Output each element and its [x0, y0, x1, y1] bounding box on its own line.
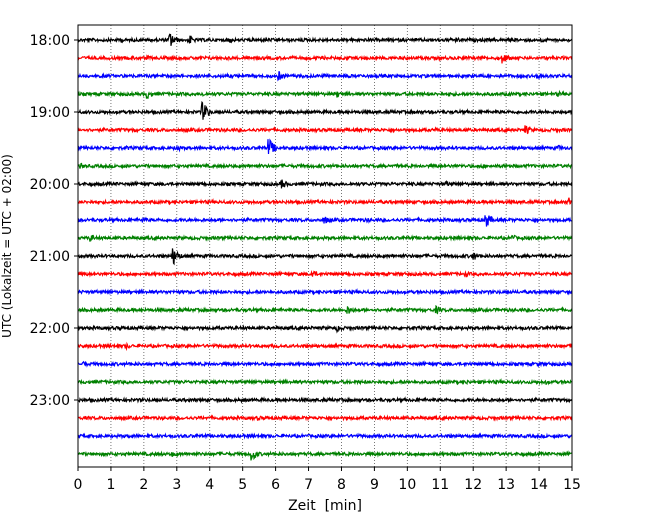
trace-1800	[77, 33, 573, 46]
trace-2345	[77, 450, 573, 461]
x-tick-label: 0	[74, 477, 83, 493]
x-tick-label: 10	[398, 477, 416, 493]
y-tick-label: 21:00	[30, 249, 70, 265]
trace-2330	[77, 432, 573, 440]
trace-2100	[77, 248, 573, 266]
x-tick-label: 4	[205, 477, 214, 493]
trace-1900	[77, 100, 573, 120]
trace-2030	[77, 215, 573, 227]
x-axis: 0 1 2 3 4 5 6 7 8 9 10 11 12 13 14 15	[74, 467, 581, 493]
x-tick-label: 11	[431, 477, 449, 493]
trace-2215	[77, 341, 573, 352]
y-tick-label: 20:00	[30, 177, 70, 193]
trace-2015	[77, 197, 573, 206]
y-tick-label: 23:00	[30, 393, 70, 409]
trace-1845	[77, 89, 573, 99]
trace-2230	[77, 360, 573, 368]
trace-2000	[77, 179, 573, 189]
x-tick-label: 8	[337, 477, 346, 493]
x-tick-label: 7	[304, 477, 313, 493]
trace-2200	[77, 324, 573, 334]
x-tick-label: 15	[563, 477, 581, 493]
y-tick-label: 18:00	[30, 33, 70, 49]
y-tick-label: 22:00	[30, 321, 70, 337]
trace-1945	[77, 162, 573, 170]
trace-2130	[77, 288, 573, 296]
x-tick-label: 3	[172, 477, 181, 493]
trace-2045	[77, 234, 573, 242]
y-axis-label: UTC (Lokalzeit = UTC + 02:00)	[0, 154, 14, 338]
trace-2145	[77, 304, 573, 315]
trace-2115	[77, 269, 573, 278]
trace-2315	[77, 414, 573, 422]
plot-frame	[77, 24, 573, 468]
trace-1830	[77, 71, 573, 82]
traces	[77, 33, 573, 461]
x-tick-label: 2	[139, 477, 148, 493]
x-tick-label: 12	[464, 477, 482, 493]
x-tick-label: 1	[106, 477, 115, 493]
x-tick-label: 6	[271, 477, 280, 493]
x-tick-label: 14	[530, 477, 548, 493]
trace-2300	[77, 396, 573, 404]
y-tick-label: 19:00	[30, 105, 70, 121]
y-axis: 18:00 19:00 20:00 21:00 22:00 23:00	[30, 33, 78, 409]
trace-1815	[77, 54, 573, 64]
x-tick-label: 13	[497, 477, 515, 493]
x-axis-label: Zeit [min]	[288, 498, 362, 514]
x-tick-label: 9	[370, 477, 379, 493]
trace-1930	[77, 138, 573, 155]
trace-2245	[77, 378, 573, 386]
x-tick-label: 5	[238, 477, 247, 493]
trace-1915	[77, 125, 573, 135]
